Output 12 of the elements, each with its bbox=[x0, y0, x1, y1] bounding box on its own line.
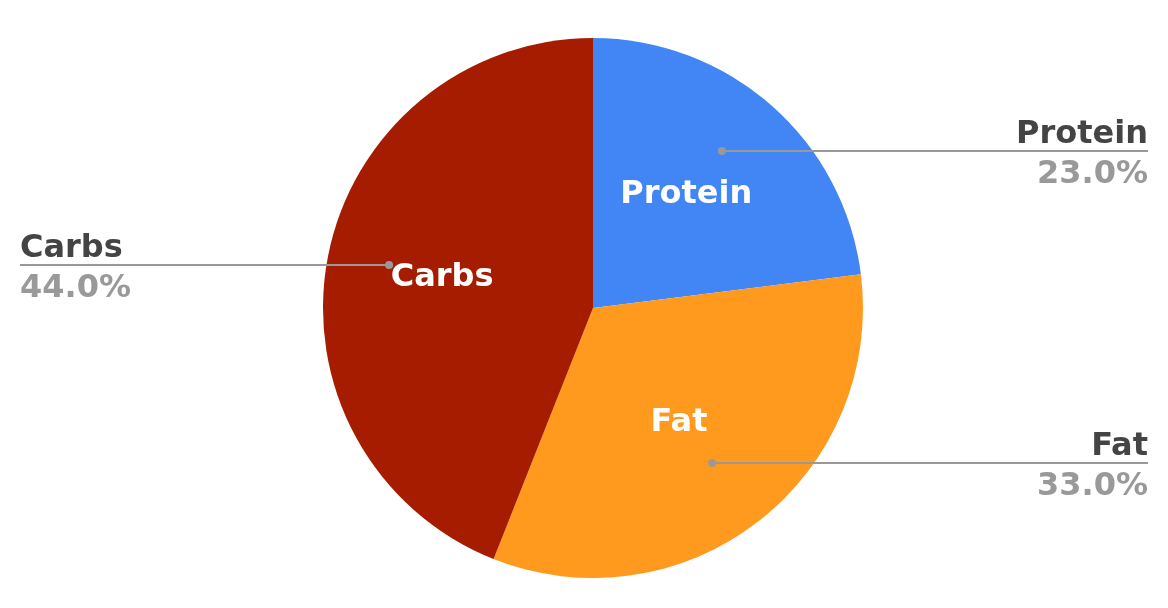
pie-slice bbox=[493, 274, 863, 578]
slice-label: Fat bbox=[1091, 425, 1148, 464]
data-label: 44.0% bbox=[20, 267, 132, 306]
pie-slice bbox=[593, 38, 861, 308]
data-label: 33.0% bbox=[1036, 465, 1148, 504]
slice-label: Protein bbox=[620, 172, 753, 211]
slice-label: Carbs bbox=[20, 227, 123, 266]
slice-label: Carbs bbox=[390, 256, 494, 295]
slice-label: Protein bbox=[1016, 113, 1148, 152]
pie-slice bbox=[323, 38, 593, 560]
data-label: 23.0% bbox=[1036, 153, 1148, 192]
slice-label: Fat bbox=[650, 401, 708, 440]
